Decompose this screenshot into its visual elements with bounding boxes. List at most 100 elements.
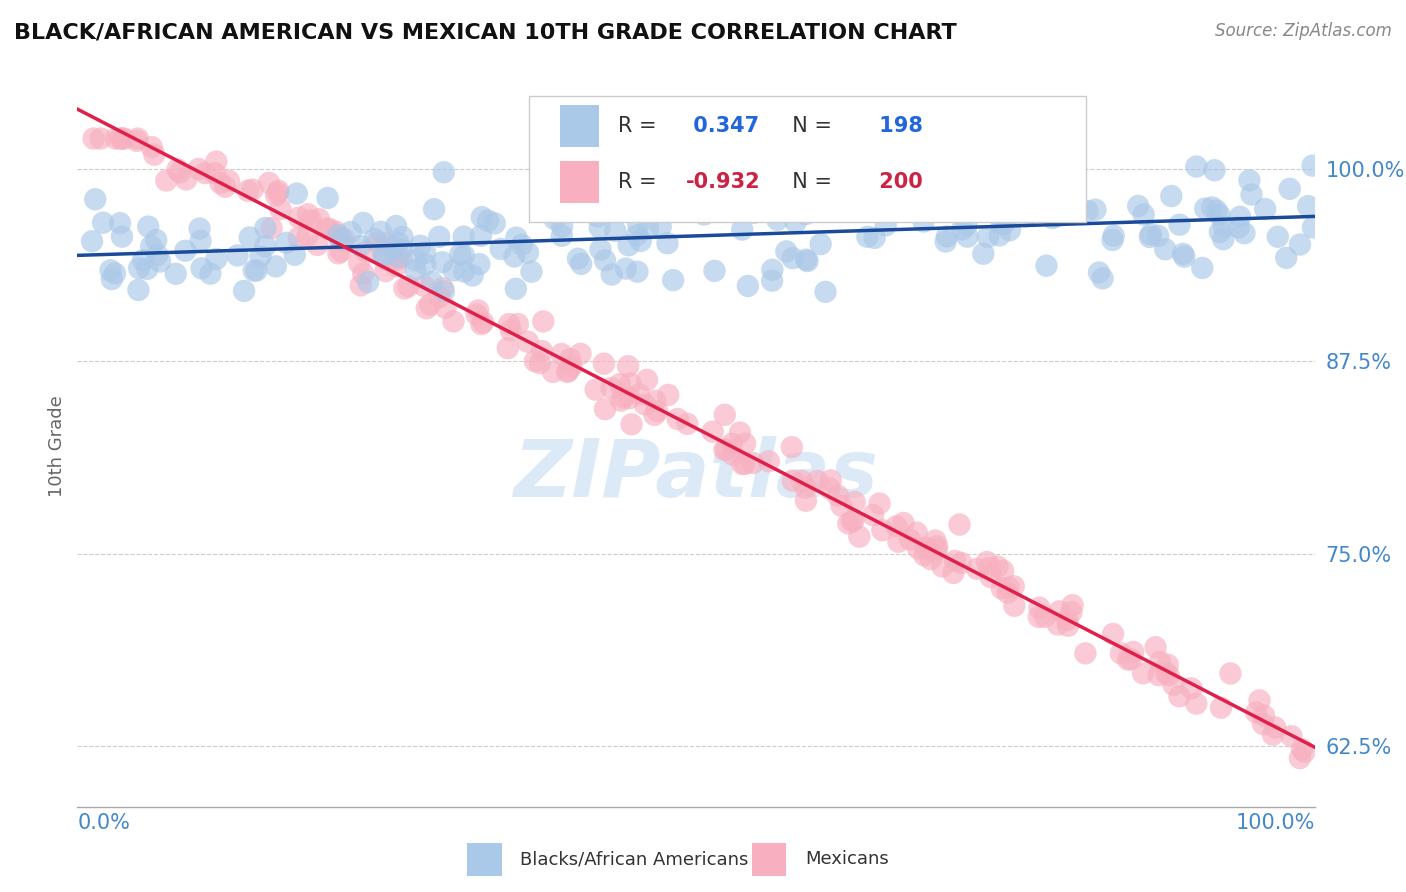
Point — [820, 167, 842, 181]
Point — [561, 199, 583, 213]
Point — [1088, 266, 1111, 280]
Point — [531, 314, 554, 328]
Point — [427, 229, 450, 244]
Text: 0.0%: 0.0% — [77, 814, 131, 833]
Point — [628, 387, 651, 401]
Point — [534, 203, 557, 218]
Point — [818, 481, 841, 495]
Point — [1128, 199, 1150, 213]
Point — [394, 281, 416, 295]
Point — [721, 448, 744, 462]
Point — [127, 131, 149, 145]
Point — [270, 202, 292, 216]
Point — [610, 393, 633, 408]
Point — [349, 239, 371, 253]
Point — [820, 474, 842, 488]
Point — [218, 174, 240, 188]
Point — [1163, 678, 1185, 692]
Point — [991, 582, 1014, 596]
Point — [1208, 208, 1230, 222]
Point — [1168, 690, 1191, 704]
Point — [404, 262, 426, 277]
Point — [1122, 645, 1144, 659]
Point — [200, 267, 222, 281]
Point — [233, 284, 256, 298]
Point — [862, 176, 884, 190]
Point — [146, 248, 169, 262]
Point — [468, 257, 491, 271]
Point — [470, 228, 492, 243]
Point — [976, 555, 998, 569]
Point — [747, 161, 769, 175]
Point — [920, 543, 942, 558]
Point — [484, 216, 506, 230]
Point — [775, 244, 797, 259]
Point — [1074, 646, 1097, 660]
Point — [741, 170, 763, 185]
Point — [169, 165, 191, 179]
Text: Blacks/African Americans: Blacks/African Americans — [520, 850, 748, 868]
Point — [935, 235, 957, 249]
Point — [841, 514, 863, 528]
Point — [1062, 598, 1084, 612]
Point — [205, 154, 228, 169]
Point — [374, 236, 396, 251]
Point — [1144, 640, 1167, 655]
Point — [872, 523, 894, 537]
Point — [761, 274, 783, 288]
Point — [285, 186, 308, 201]
Point — [1227, 220, 1250, 235]
Point — [111, 131, 134, 145]
Point — [948, 517, 970, 532]
Point — [1039, 201, 1062, 215]
Point — [166, 162, 188, 177]
Point — [503, 250, 526, 264]
Point — [619, 391, 641, 405]
Point — [782, 474, 804, 488]
Point — [1157, 657, 1180, 672]
Point — [239, 230, 262, 244]
Point — [352, 216, 374, 230]
Point — [920, 552, 942, 566]
Point — [1249, 693, 1271, 707]
Point — [636, 373, 658, 387]
Point — [413, 279, 436, 293]
Point — [1002, 579, 1025, 593]
Point — [516, 245, 538, 260]
Point — [498, 317, 520, 331]
Point — [683, 171, 706, 186]
Point — [1033, 610, 1056, 624]
Point — [1173, 250, 1195, 264]
Point — [589, 243, 612, 257]
Point — [626, 228, 648, 243]
Point — [735, 198, 758, 212]
Point — [1201, 201, 1223, 215]
Text: Source: ZipAtlas.com: Source: ZipAtlas.com — [1215, 22, 1392, 40]
Point — [1028, 610, 1050, 624]
Point — [267, 186, 290, 200]
Point — [434, 301, 457, 315]
Text: R =: R = — [619, 116, 664, 136]
Point — [155, 173, 177, 187]
Point — [863, 231, 886, 245]
Point — [790, 474, 813, 488]
Point — [830, 499, 852, 513]
Point — [617, 238, 640, 252]
Point — [432, 281, 454, 295]
Point — [593, 402, 616, 417]
Point — [1109, 647, 1132, 661]
Point — [84, 192, 107, 206]
Point — [453, 264, 475, 278]
Point — [467, 303, 489, 318]
Point — [560, 352, 582, 367]
Point — [956, 229, 979, 244]
Point — [1168, 218, 1191, 232]
Point — [523, 354, 546, 368]
Text: 0.347: 0.347 — [686, 116, 759, 136]
Point — [742, 206, 765, 220]
Point — [427, 290, 450, 304]
Point — [761, 262, 783, 277]
Point — [242, 263, 264, 277]
Point — [827, 489, 849, 503]
Bar — [467, 843, 502, 876]
